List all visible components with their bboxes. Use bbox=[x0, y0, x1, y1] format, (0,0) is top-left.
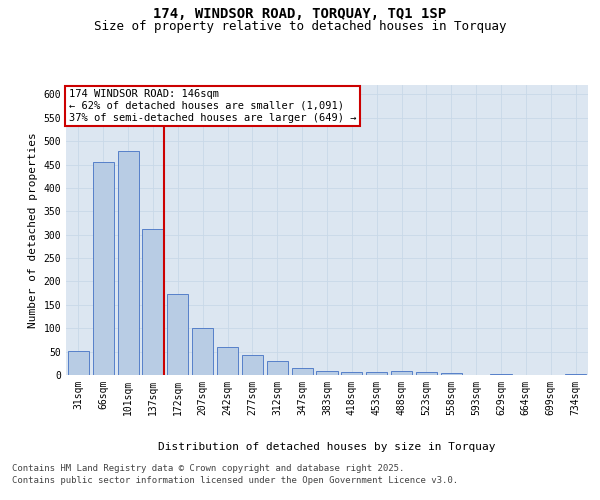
Bar bbox=[490, 374, 512, 375]
Bar bbox=[242, 356, 263, 375]
Bar bbox=[565, 374, 586, 375]
Bar bbox=[441, 372, 462, 375]
Bar bbox=[68, 350, 89, 375]
Bar bbox=[217, 348, 238, 375]
Bar bbox=[366, 372, 387, 375]
Bar bbox=[93, 162, 114, 375]
Bar bbox=[118, 152, 139, 375]
Bar bbox=[167, 294, 188, 375]
Bar bbox=[341, 372, 362, 375]
Text: Size of property relative to detached houses in Torquay: Size of property relative to detached ho… bbox=[94, 20, 506, 33]
Bar bbox=[267, 361, 288, 375]
Y-axis label: Number of detached properties: Number of detached properties bbox=[28, 132, 38, 328]
Bar bbox=[316, 372, 338, 375]
Text: Contains public sector information licensed under the Open Government Licence v3: Contains public sector information licen… bbox=[12, 476, 458, 485]
Bar bbox=[391, 372, 412, 375]
Text: Contains HM Land Registry data © Crown copyright and database right 2025.: Contains HM Land Registry data © Crown c… bbox=[12, 464, 404, 473]
Text: Distribution of detached houses by size in Torquay: Distribution of detached houses by size … bbox=[158, 442, 496, 452]
Text: 174 WINDSOR ROAD: 146sqm
← 62% of detached houses are smaller (1,091)
37% of sem: 174 WINDSOR ROAD: 146sqm ← 62% of detach… bbox=[68, 90, 356, 122]
Text: 174, WINDSOR ROAD, TORQUAY, TQ1 1SP: 174, WINDSOR ROAD, TORQUAY, TQ1 1SP bbox=[154, 8, 446, 22]
Bar bbox=[416, 372, 437, 375]
Bar bbox=[142, 228, 164, 375]
Bar bbox=[292, 368, 313, 375]
Bar bbox=[192, 328, 213, 375]
